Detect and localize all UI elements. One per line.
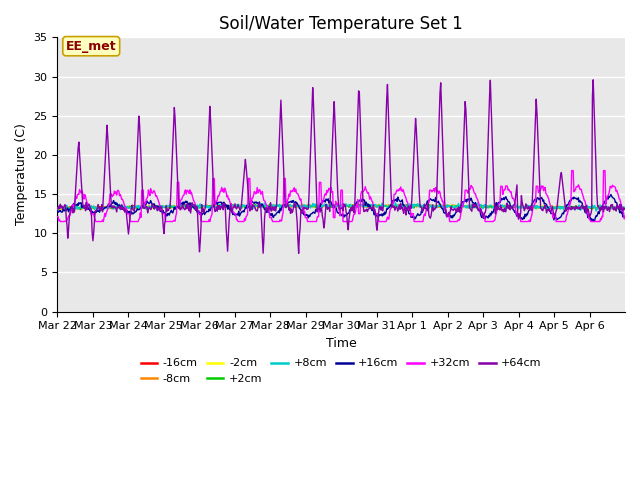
Text: EE_met: EE_met bbox=[66, 40, 116, 53]
Title: Soil/Water Temperature Set 1: Soil/Water Temperature Set 1 bbox=[220, 15, 463, 33]
Y-axis label: Temperature (C): Temperature (C) bbox=[15, 123, 28, 226]
X-axis label: Time: Time bbox=[326, 337, 356, 350]
Legend: -16cm, -8cm, -2cm, +2cm, +8cm, +16cm, +32cm, +64cm: -16cm, -8cm, -2cm, +2cm, +8cm, +16cm, +3… bbox=[136, 354, 546, 388]
